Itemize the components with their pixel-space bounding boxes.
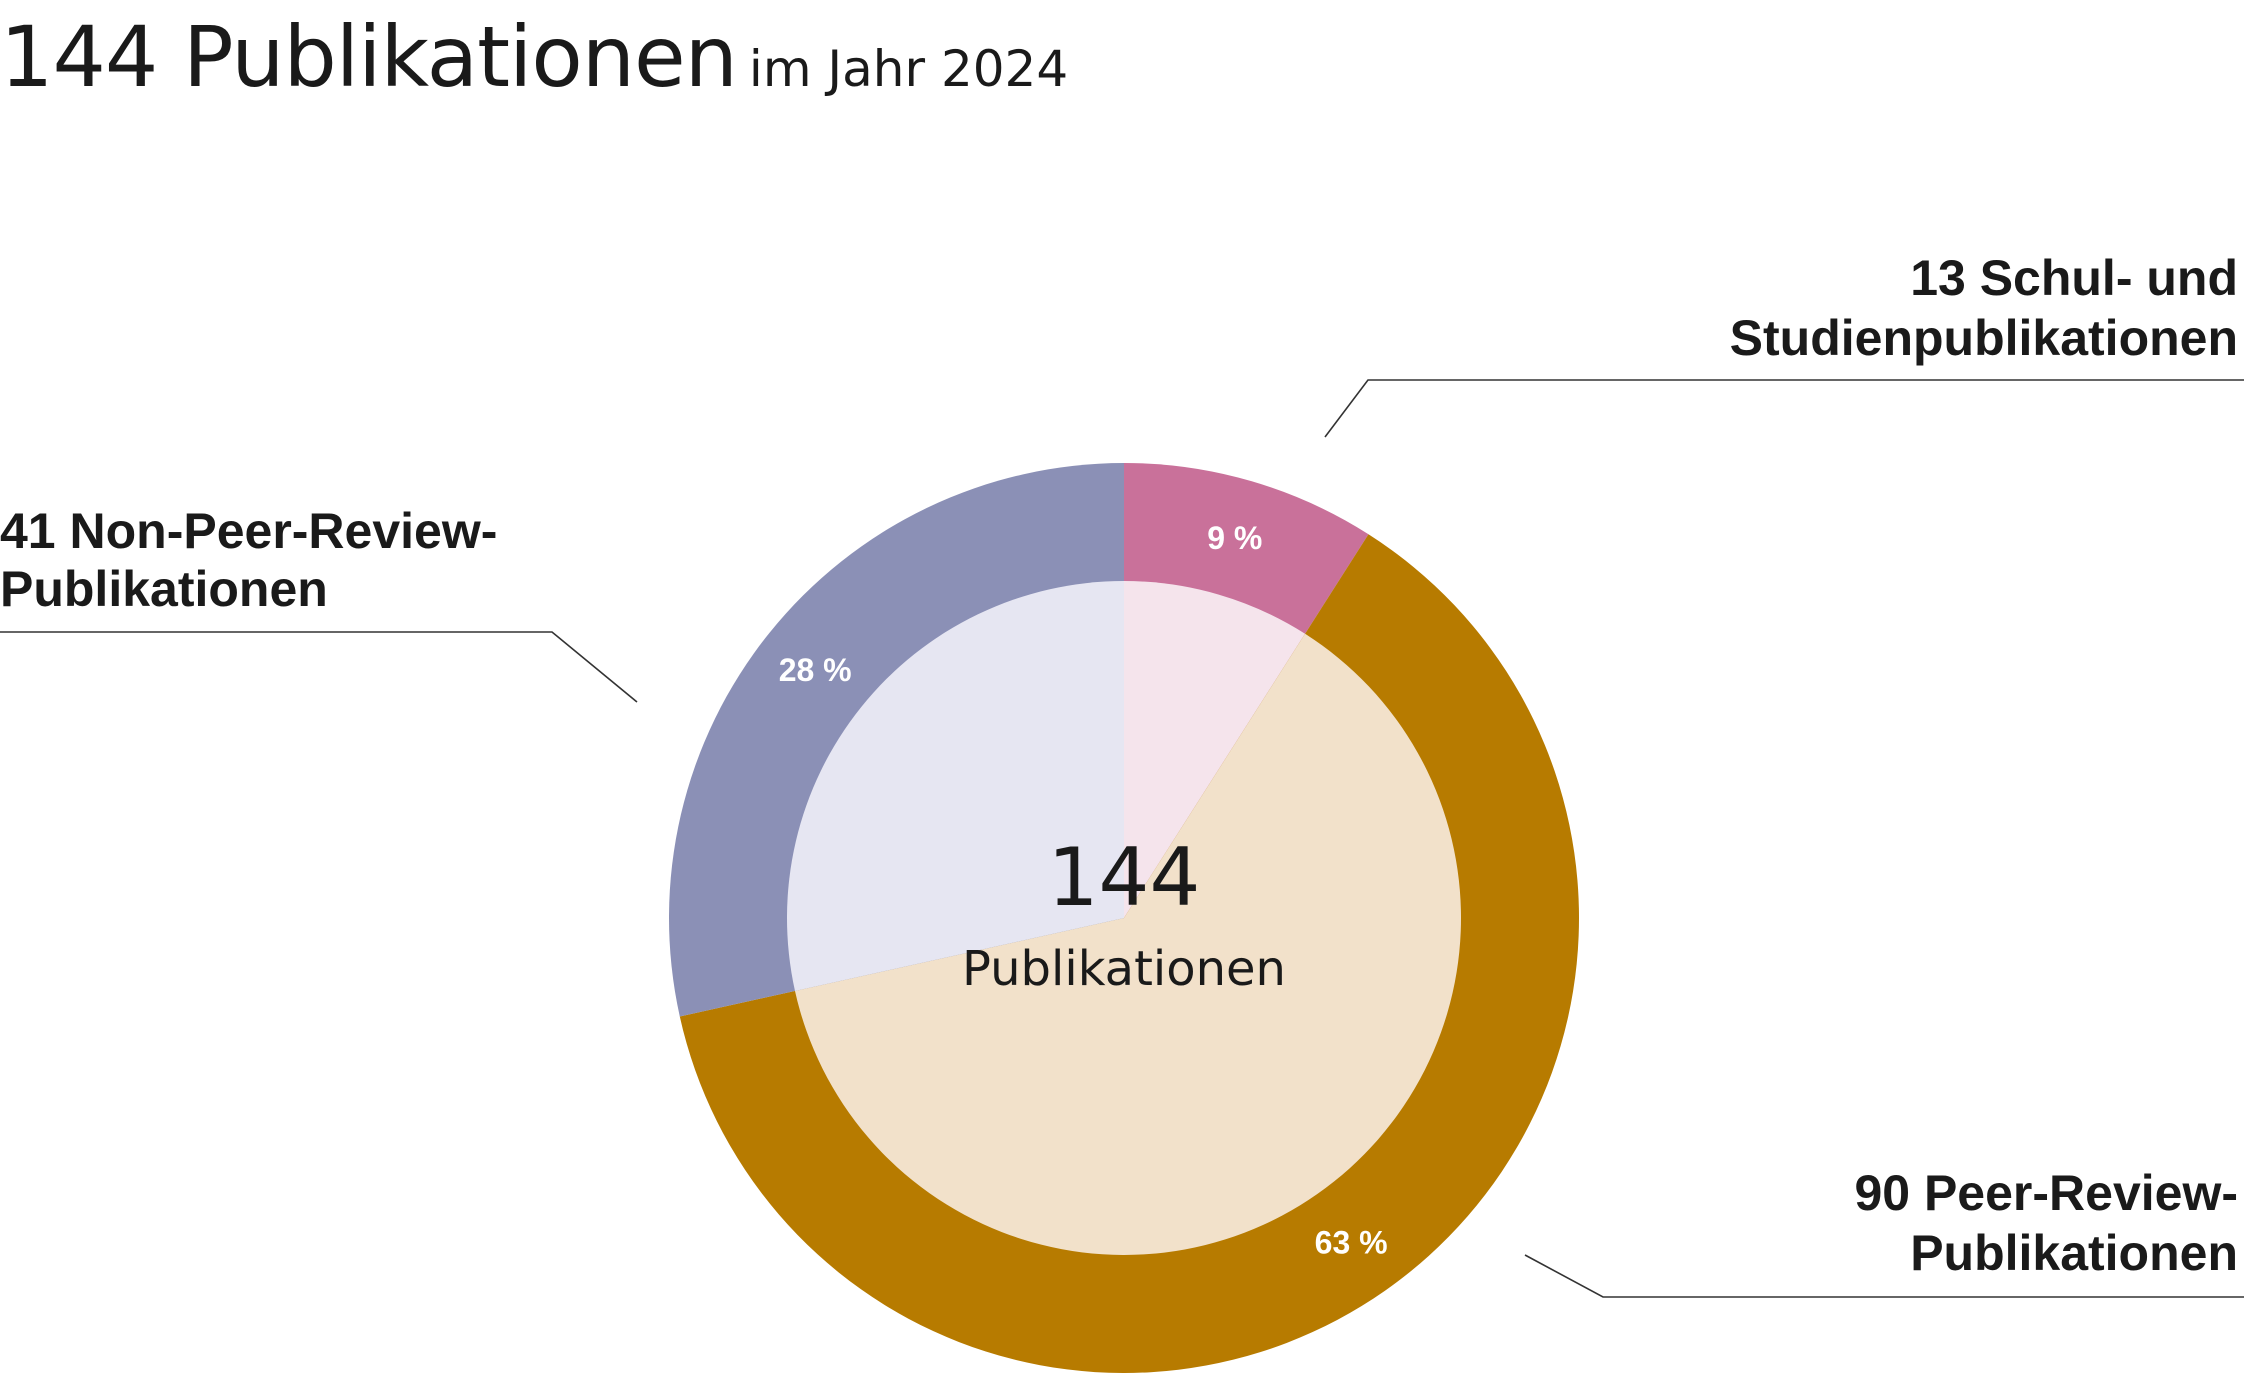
leader-line bbox=[1524, 1254, 2244, 1298]
slice-inner-non-peer-review bbox=[787, 581, 1124, 991]
category-label-non-peer-review: 41 Non-Peer-Review- Publikationen bbox=[0, 503, 638, 703]
slice-inner-schul bbox=[1124, 581, 1306, 918]
center-caption: Publikationen bbox=[962, 941, 1286, 997]
category-label-line: 90 Peer-Review- bbox=[1854, 1165, 2238, 1221]
chart-title-row: 144 Publikationen im Jahr 2024 bbox=[0, 8, 1068, 106]
percent-label-schul: 9 % bbox=[1207, 520, 1262, 556]
leader-line bbox=[0, 631, 638, 703]
category-label-line: 41 Non-Peer-Review- bbox=[0, 503, 497, 559]
category-label-schul: 13 Schul- und Studienpublikationen bbox=[1324, 250, 2244, 438]
percent-label-peer-review: 63 % bbox=[1315, 1224, 1388, 1260]
category-label-peer-review: 90 Peer-Review- Publikationen bbox=[1524, 1165, 2244, 1298]
center-label: 144 Publikationen bbox=[962, 831, 1286, 997]
leader-line bbox=[1324, 379, 2244, 438]
chart-title: 144 Publikationen bbox=[0, 8, 738, 106]
center-value: 144 bbox=[1048, 831, 1201, 924]
percent-labels: 9 % 63 % 28 % bbox=[779, 520, 1388, 1261]
category-label-line: Publikationen bbox=[1910, 1225, 2238, 1281]
category-label-line: Studienpublikationen bbox=[1730, 310, 2238, 366]
donut-slices bbox=[669, 463, 1580, 1373]
category-label-line: Publikationen bbox=[0, 561, 328, 617]
chart-subtitle: im Jahr 2024 bbox=[748, 40, 1069, 98]
category-label-line: 13 Schul- und bbox=[1910, 250, 2238, 306]
slice-inner-peer-review bbox=[794, 633, 1461, 1255]
percent-label-non-peer-review: 28 % bbox=[779, 652, 852, 688]
